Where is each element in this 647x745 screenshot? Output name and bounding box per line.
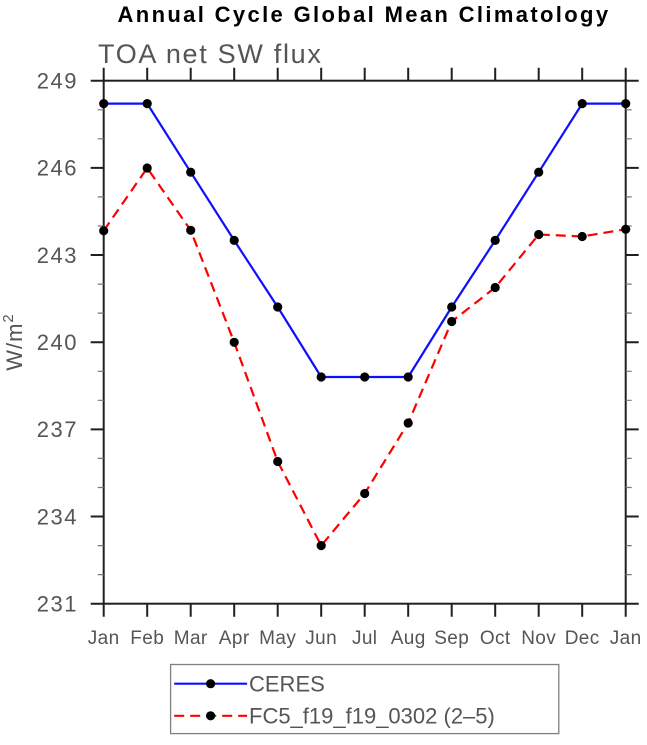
svg-text:CERES: CERES bbox=[249, 672, 325, 697]
svg-text:237: 237 bbox=[37, 417, 78, 442]
svg-text:243: 243 bbox=[37, 243, 78, 268]
svg-text:Sep: Sep bbox=[434, 628, 469, 649]
svg-text:Aug: Aug bbox=[391, 628, 426, 649]
svg-text:W/m2: W/m2 bbox=[0, 313, 27, 371]
svg-text:FC5_f19_f19_0302 (2–5): FC5_f19_f19_0302 (2–5) bbox=[249, 704, 495, 729]
svg-text:Oct: Oct bbox=[480, 628, 511, 649]
svg-text:Annual Cycle Global Mean Clima: Annual Cycle Global Mean Climatology bbox=[118, 2, 611, 27]
svg-text:Feb: Feb bbox=[130, 628, 164, 649]
svg-text:240: 240 bbox=[37, 330, 78, 355]
svg-text:May: May bbox=[259, 628, 296, 649]
svg-text:246: 246 bbox=[37, 156, 78, 181]
svg-text:Jun: Jun bbox=[305, 628, 337, 649]
svg-text:234: 234 bbox=[37, 504, 78, 529]
svg-text:231: 231 bbox=[37, 592, 78, 617]
svg-text:Apr: Apr bbox=[219, 628, 250, 649]
svg-text:Nov: Nov bbox=[521, 628, 556, 649]
svg-text:Jan: Jan bbox=[88, 628, 120, 649]
svg-text:Jul: Jul bbox=[352, 628, 378, 649]
svg-text:249: 249 bbox=[37, 69, 78, 94]
svg-text:Dec: Dec bbox=[565, 628, 600, 649]
svg-text:TOA net SW flux: TOA net SW flux bbox=[98, 39, 323, 69]
svg-text:Mar: Mar bbox=[174, 628, 208, 649]
svg-text:Jan: Jan bbox=[610, 628, 642, 649]
